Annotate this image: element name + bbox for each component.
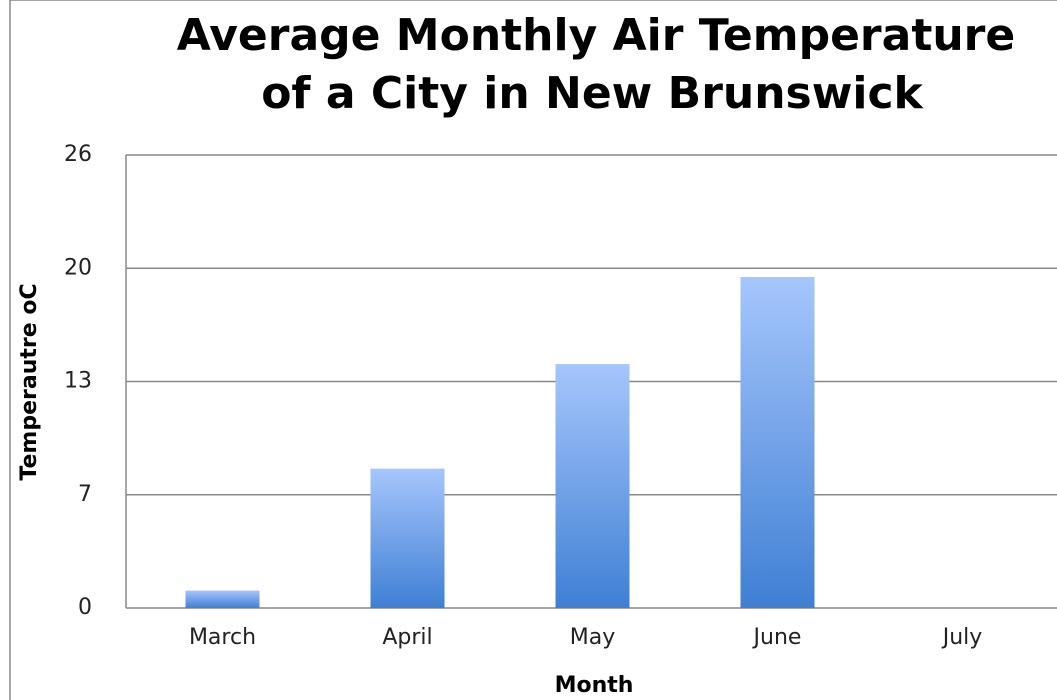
x-tick-label: July: [941, 625, 983, 650]
y-tick-label: 20: [64, 255, 92, 280]
y-axis-title: Temperautre oC: [17, 283, 42, 480]
y-tick-label: 26: [64, 142, 92, 167]
y-tick-label: 0: [78, 595, 92, 620]
bar: [740, 276, 815, 608]
chart-frame: [9, 0, 1057, 700]
x-tick-label: April: [382, 625, 432, 650]
y-tick-label: 13: [64, 369, 92, 394]
chart-title: of a City in New Brunswick: [261, 68, 924, 119]
bar: [370, 468, 445, 608]
y-tick-label: 7: [78, 482, 92, 507]
chart-title: Average Monthly Air Temperature: [177, 10, 1015, 61]
bar: [555, 364, 630, 608]
x-tick-label: March: [189, 625, 256, 650]
bar: [185, 590, 260, 608]
x-tick-label: May: [570, 625, 615, 650]
x-axis-title: Month: [555, 673, 634, 698]
x-tick-label: June: [752, 625, 802, 650]
